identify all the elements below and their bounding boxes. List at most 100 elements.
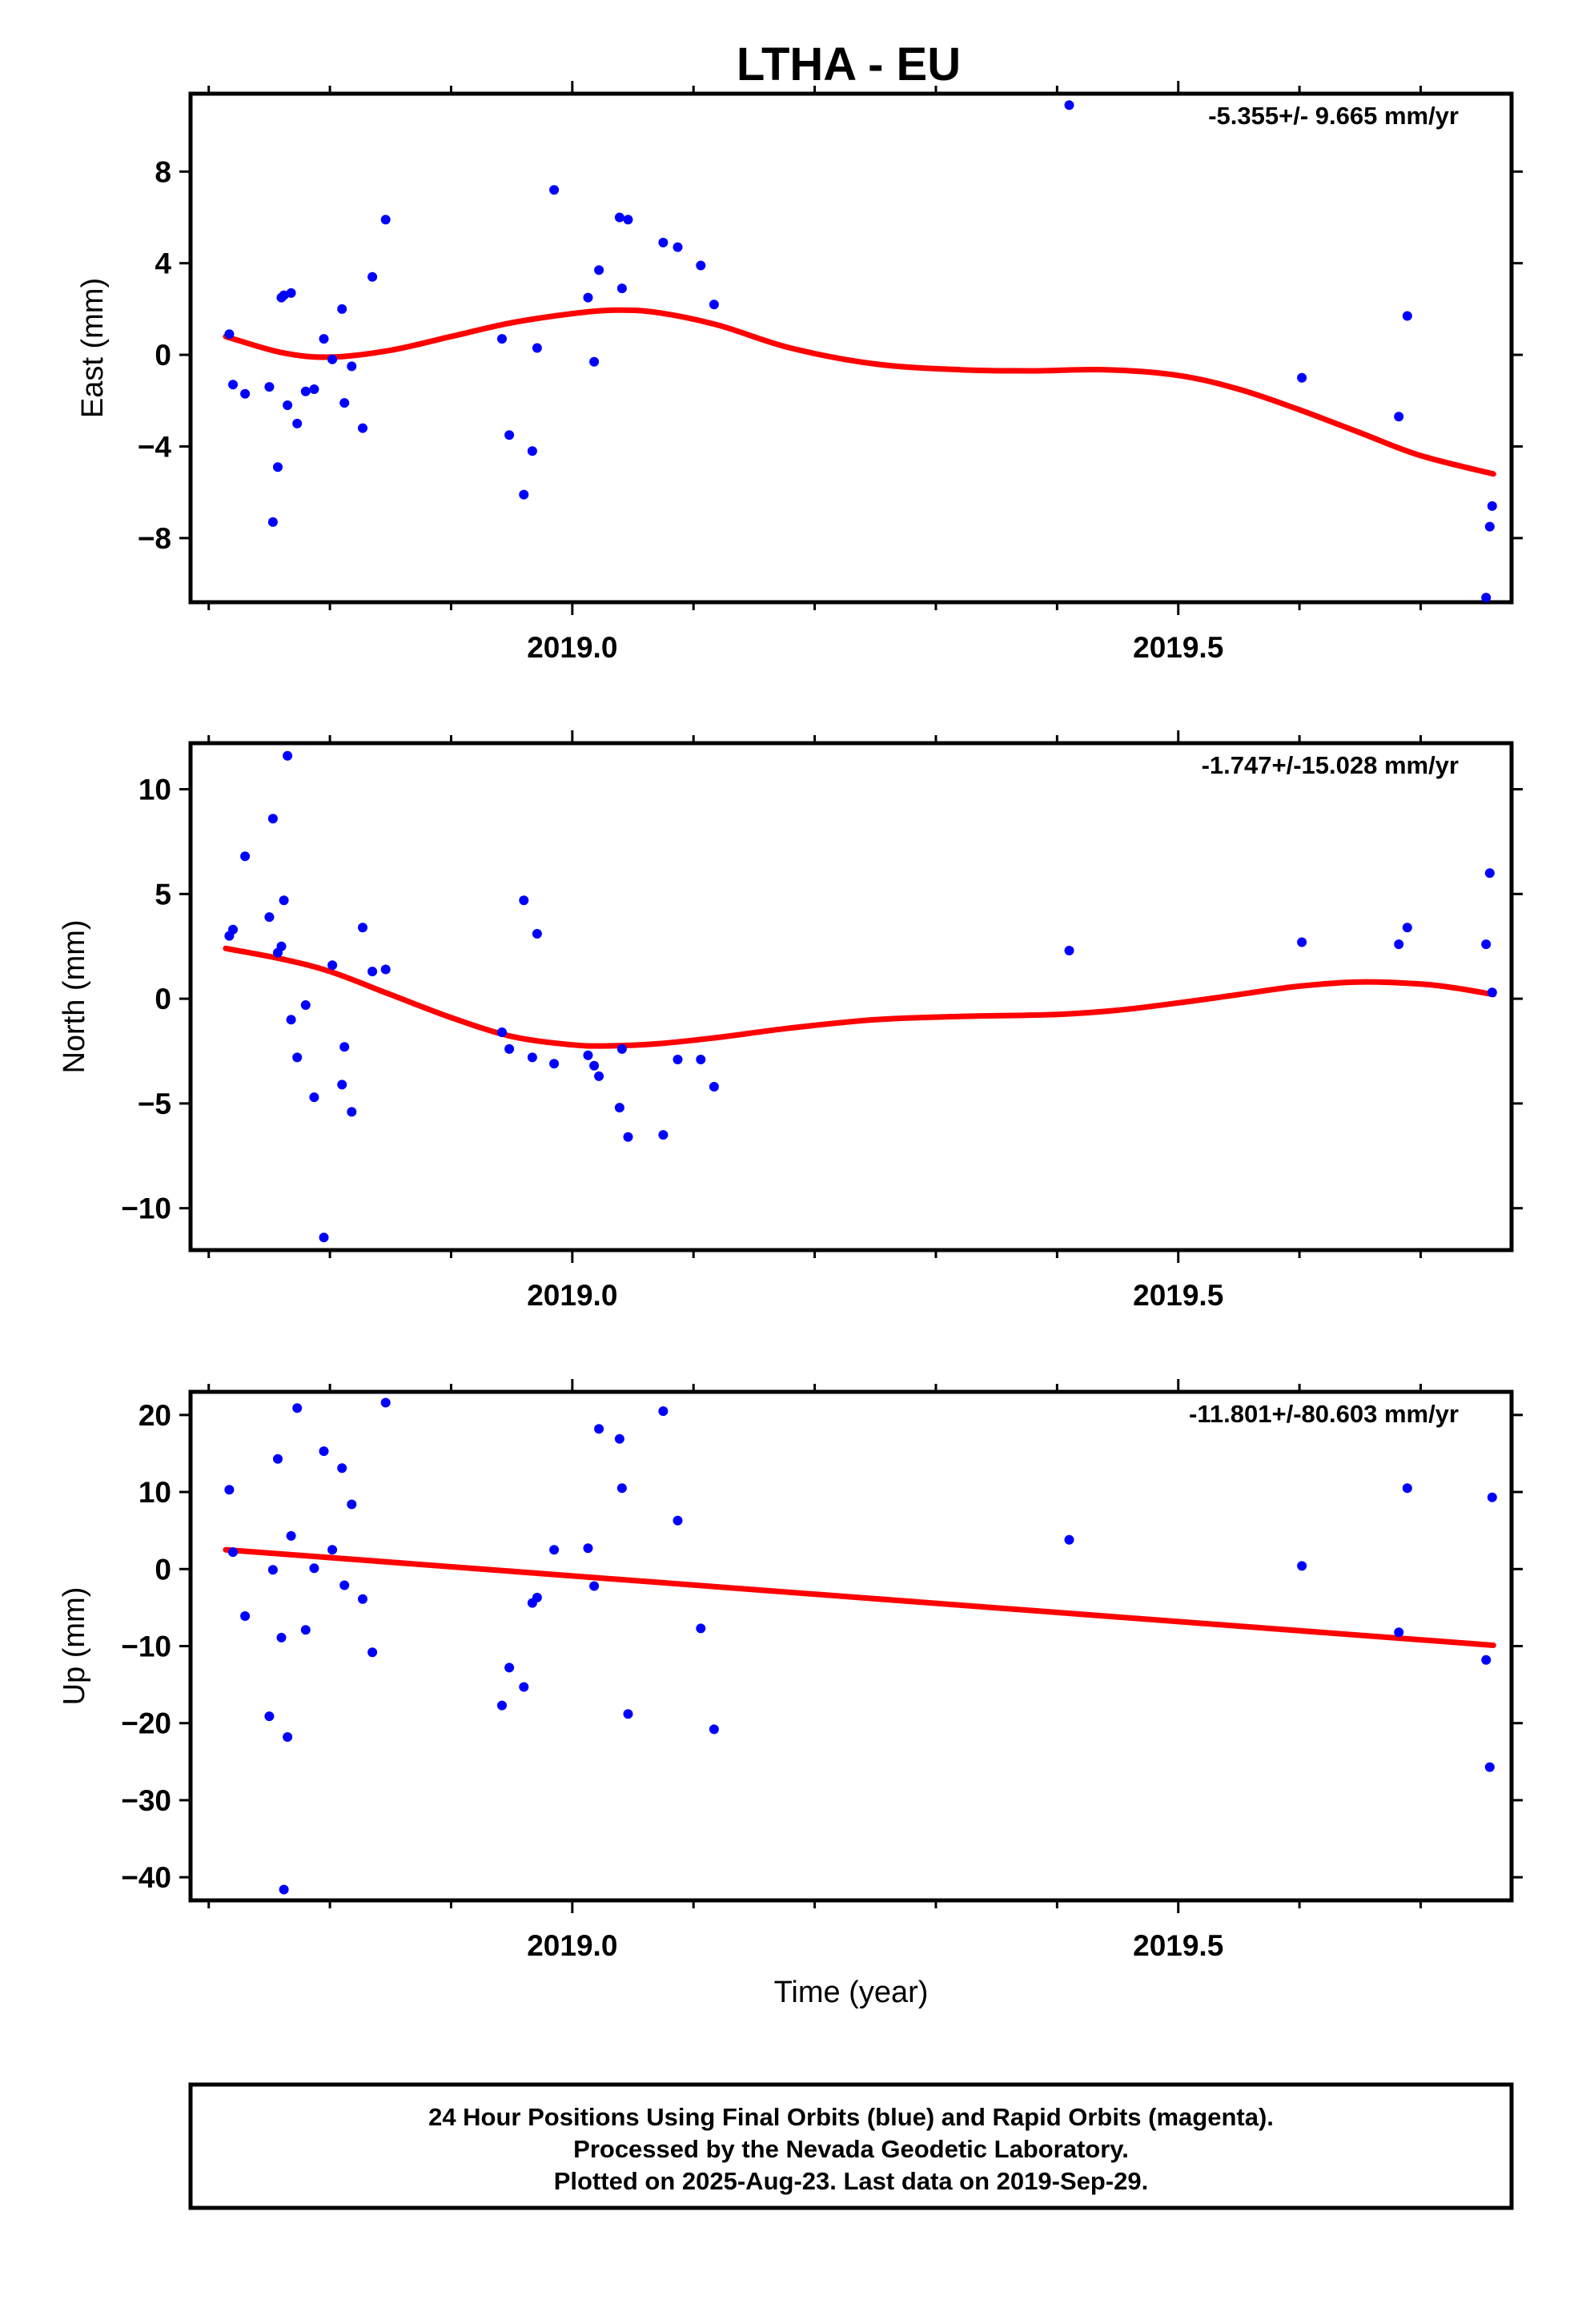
up-data-point [240,1611,251,1621]
up-data-point [300,1625,311,1635]
up-data-point [309,1563,319,1574]
north-data-point [380,964,391,975]
up-data-point [367,1647,378,1658]
up-data-point [696,1623,706,1634]
footer-frame [188,2082,1514,2210]
north-data-point [240,851,251,862]
up-fit-line [223,1546,1496,1648]
north-data-point [279,895,289,906]
up-data-point [623,1709,633,1719]
east-panel: −8 −4 0 4 8 2019.0 2019.5 East (mm) -5.355+/- … [76,81,1523,664]
up-data-point [279,1884,289,1895]
east-data-point [1481,593,1492,603]
north-rate-label: -1.747+/-15.028 mm/yr [1202,751,1459,779]
north-data-point [658,1130,669,1140]
up-fit-curve [223,1546,1496,1648]
north-plot-frame [188,741,1514,1252]
east-plot-frame [188,91,1514,605]
up-data-point [273,1454,283,1464]
up-data-point [228,1547,238,1558]
east-data-point [267,517,278,527]
east-data-point [264,382,275,392]
up-ytick-label: −10 [121,1630,171,1663]
east-ytick-label: 4 [155,247,171,280]
up-points [224,1397,1497,1895]
north-data-point [589,1060,600,1071]
east-data-point [224,329,235,340]
east-data-point [519,489,529,500]
north-data-point [504,1043,515,1054]
north-data-point [339,1042,350,1052]
east-data-point [549,185,560,195]
east-data-point [616,283,627,294]
up-data-point [589,1581,600,1591]
north-data-point [319,1232,329,1243]
north-data-point [549,1059,560,1069]
north-data-point [696,1055,706,1064]
north-ytick-label: 0 [155,983,171,1015]
east-data-point [583,292,593,303]
east-data-point [380,215,391,225]
up-ytick-label: 0 [155,1553,171,1586]
east-data-point [286,287,296,298]
up-xtick-label: 2019.5 [1133,1929,1223,1962]
east-data-point [1064,100,1074,111]
east-data-point [1484,521,1495,532]
north-data-point [1064,946,1074,955]
up-data-point [616,1483,627,1494]
north-data-point [1481,939,1492,950]
up-ytick-label: −30 [121,1784,171,1817]
up-ytick-label: −40 [121,1861,171,1894]
east-data-point [1394,412,1404,422]
up-data-point [1394,1627,1404,1638]
east-data-point [279,290,289,300]
north-ytick-label: −10 [121,1192,171,1225]
east-data-point [283,400,293,410]
east-data-point [589,356,600,367]
east-data-point [327,354,338,364]
east-data-point [504,430,515,440]
up-data-point [283,1732,293,1742]
up-ytick-label: 10 [139,1476,171,1509]
north-data-point [267,814,278,824]
up-ytick-label: 20 [139,1399,171,1432]
north-data-point [228,924,238,935]
up-data-point [583,1543,593,1554]
up-data-point [1402,1483,1412,1494]
north-data-point [276,941,287,951]
up-data-point [1297,1561,1307,1571]
up-data-point [614,1433,624,1444]
up-data-point [532,1592,542,1602]
north-fit-curve [223,945,1496,1049]
north-data-point [286,1015,296,1025]
north-data-point [594,1071,604,1081]
east-data-point [623,215,633,225]
up-data-point [264,1711,275,1722]
east-data-point [1297,372,1307,383]
up-data-point [276,1632,287,1642]
east-data-point [497,334,507,344]
north-data-point [264,912,275,923]
up-data-point [380,1397,391,1408]
north-axis-ticks: −10 −5 0 5 10 2019.0 2019.5 [121,730,1523,1312]
up-data-point [709,1724,719,1735]
north-data-point [1484,868,1495,879]
up-xtick-label: 2019.0 [527,1929,617,1962]
east-axis-ticks: −8 −4 0 4 8 2019.0 2019.5 [138,81,1523,664]
north-data-point [347,1107,357,1117]
north-data-point [292,1052,303,1063]
east-data-point [273,462,283,472]
east-data-point [319,334,329,344]
east-data-point [337,304,347,314]
east-data-point [309,384,319,394]
up-ytick-label: −20 [121,1707,171,1740]
north-data-point [358,923,367,933]
north-data-point [337,1080,347,1090]
up-data-point [327,1545,338,1555]
north-data-point [519,895,529,906]
up-data-point [224,1485,235,1495]
north-ytick-label: 5 [155,878,171,911]
footer-line-1: 24 Hour Positions Using Final Orbits (bl… [428,2103,1274,2131]
up-data-point [1481,1655,1492,1665]
